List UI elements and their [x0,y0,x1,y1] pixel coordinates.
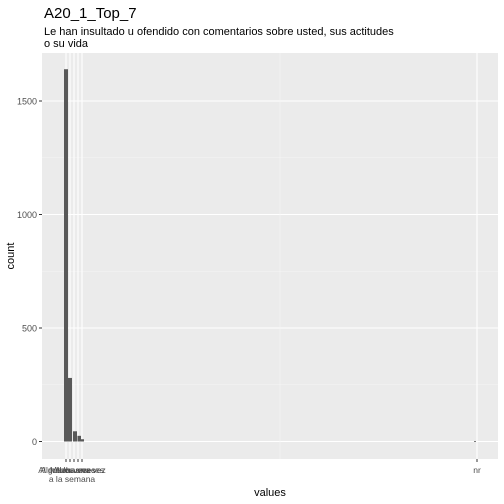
chart-subtitle-line-1: Le han insultado u ofendido con comentar… [44,26,394,38]
bar [474,441,476,442]
bar [68,377,72,442]
x-tick-label: A [55,465,61,475]
bar [81,439,84,442]
chart-title: A20_1_Top_7 [44,5,137,22]
x-tick-label: Muchas veces [50,465,104,475]
x-axis-label: values [254,487,286,499]
y-tick-label: 500 [22,324,37,334]
x-tick-label: Algunas veces [40,465,95,475]
x-tick-label: nr [473,465,481,475]
bar [73,431,77,442]
chart-subtitle-line-2: o su vida [44,38,89,50]
grid-lines [42,53,498,459]
x-tick-label: Una vez [59,465,90,475]
y-tick-label: 1000 [17,210,37,220]
plot-panel [42,53,498,459]
y-tick-label: 0 [32,437,37,447]
bar [64,69,68,442]
bars [64,69,476,442]
y-axis-label: count [5,243,17,270]
x-tick-label: a la semana [49,474,96,484]
x-tick-label: Al menos una vez [38,465,106,475]
bar [77,435,81,442]
y-tick-label: 1500 [17,97,37,107]
